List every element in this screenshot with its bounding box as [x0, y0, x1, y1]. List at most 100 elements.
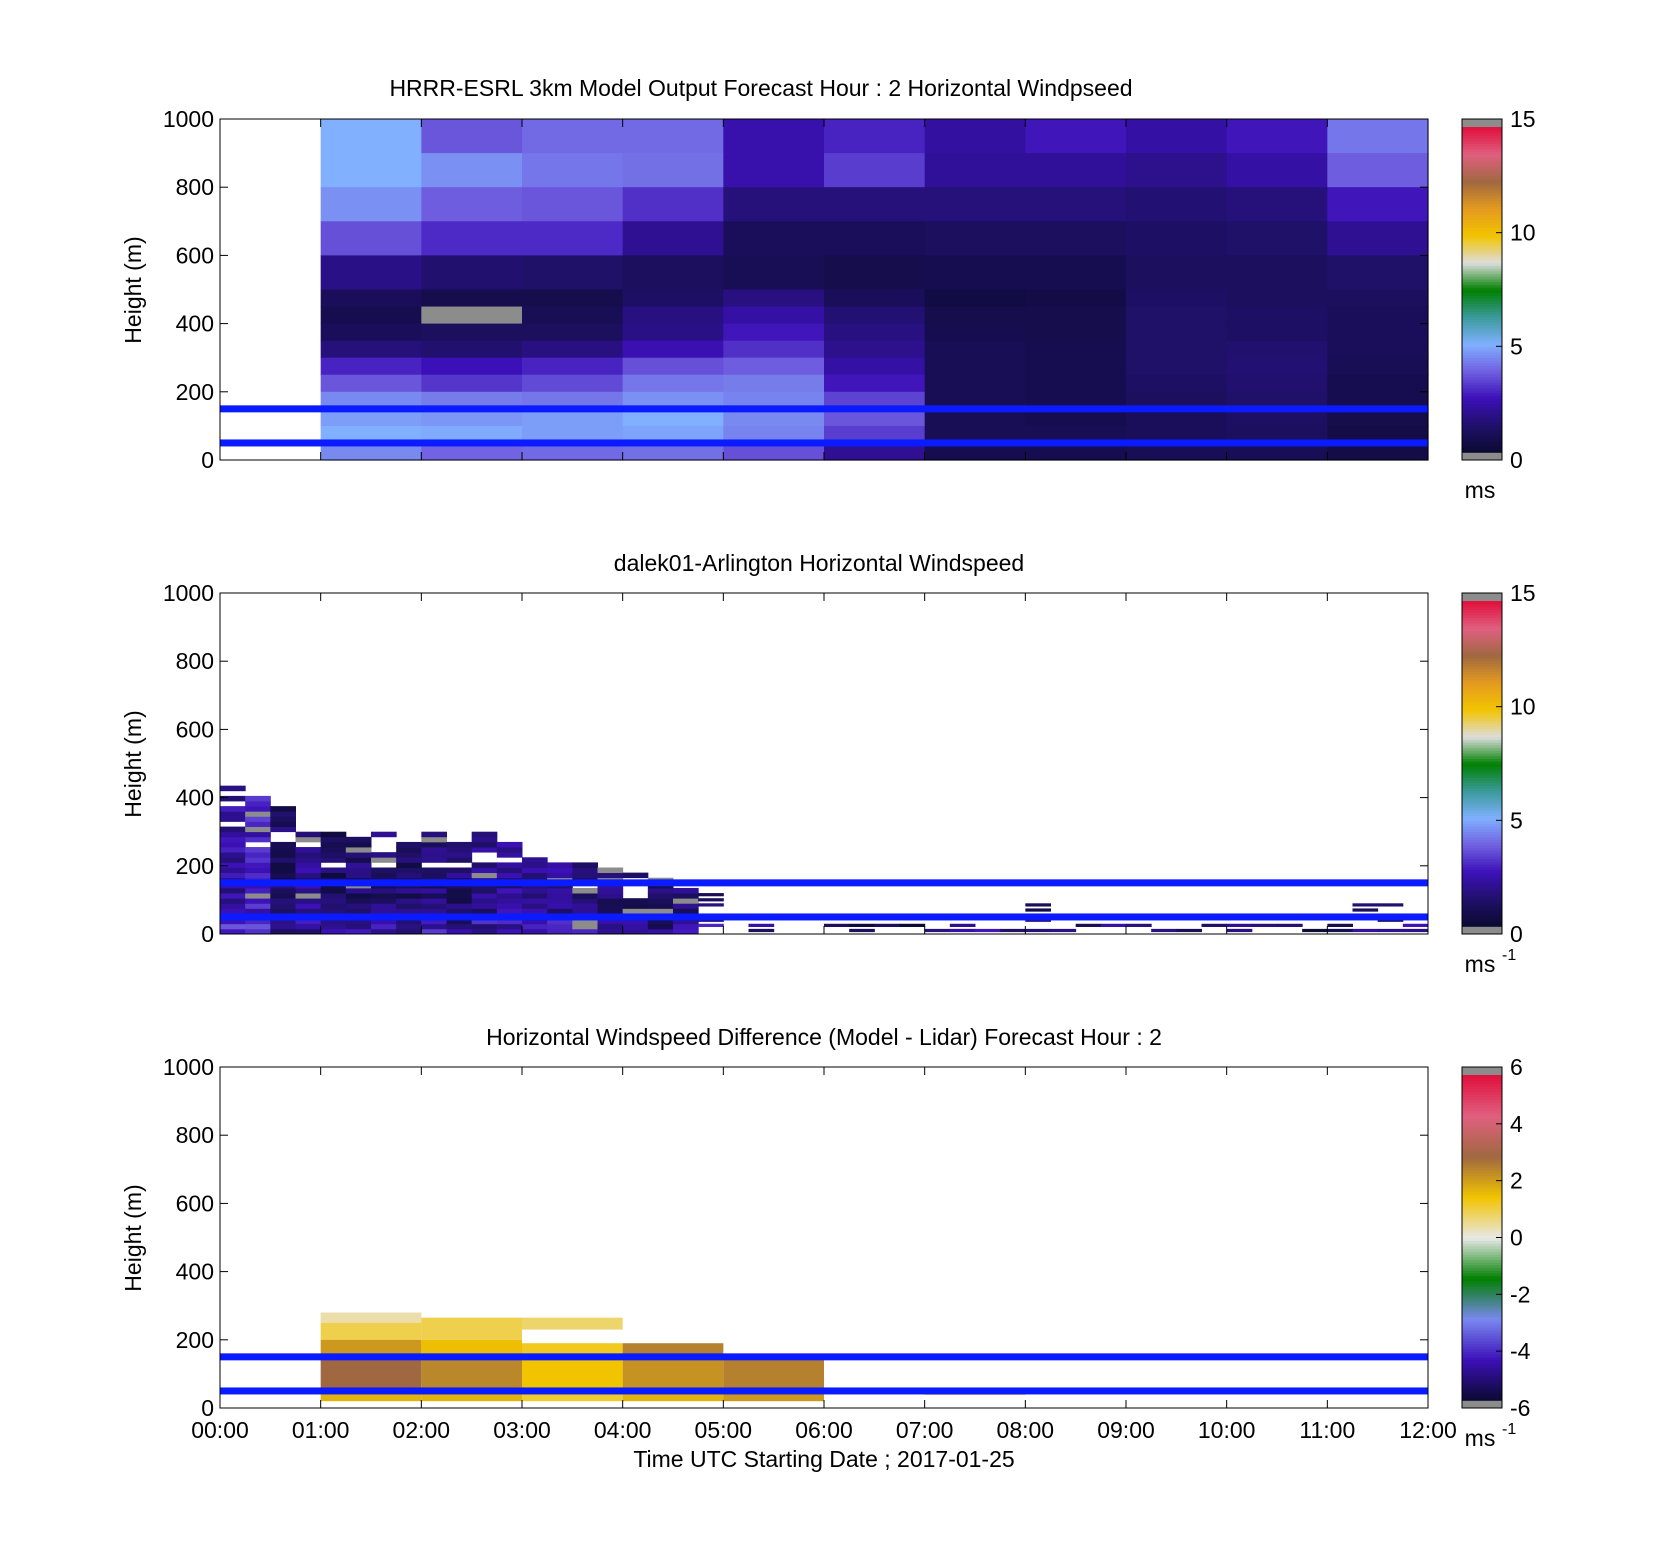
colorbar-segment: [1462, 601, 1502, 605]
lidar-cell: [496, 908, 523, 914]
colorbar-segment: [1462, 227, 1502, 231]
lidar-cell: [421, 893, 447, 899]
colorbar-tick-label: 4: [1510, 1111, 1523, 1137]
model-heatmap-cells: [320, 119, 1429, 461]
colorbar-segment: [1462, 316, 1502, 321]
heatmap-cell: [1327, 323, 1429, 342]
colorbar-segment: [1462, 1129, 1502, 1133]
colorbar-segment: [1462, 1370, 1502, 1374]
colorbar-segment: [1462, 609, 1502, 613]
lidar-cell: [270, 918, 296, 925]
colorbar-segment: [1462, 294, 1502, 299]
colorbar-segment: [1462, 303, 1502, 307]
heatmap-cell: [1025, 340, 1127, 359]
heatmap-cell: [723, 391, 825, 410]
heatmap-cell: [824, 323, 926, 342]
colorbar-segment: [1462, 1121, 1502, 1125]
lidar-cell: [245, 811, 271, 817]
lidar-cell: [496, 893, 523, 899]
colorbar-segment: [1462, 847, 1502, 851]
colorbar-segment: [1462, 793, 1502, 797]
lidar-cell: [547, 923, 573, 930]
colorbar-segment: [1462, 416, 1502, 421]
colorbar-segment: [1462, 1110, 1502, 1114]
colorbar-segment: [1462, 896, 1502, 900]
colorbar-segment: [1462, 1326, 1502, 1331]
colorbar-segment: [1462, 1294, 1502, 1298]
difference-reference-lines: [220, 1353, 1428, 1395]
heatmap-cell: [924, 340, 1026, 359]
colorbar-segment: [1462, 284, 1502, 288]
heatmap-cell: [1327, 357, 1429, 376]
y-tick-label: 400: [176, 311, 214, 337]
heatmap-cell: [824, 408, 926, 427]
colorbar-segment: [1462, 200, 1502, 204]
colorbar-segment: [1462, 1172, 1502, 1177]
colorbar-segment: [1462, 140, 1502, 145]
lidar-cell: [295, 918, 322, 925]
lidar-cell: [547, 903, 573, 909]
colorbar-segment: [1462, 300, 1502, 304]
colorbar-segment: [1462, 712, 1502, 716]
lidar-cell: [572, 918, 598, 925]
colorbar-segment: [1462, 912, 1502, 916]
lidar-cell: [572, 898, 598, 904]
colorbar-segment: [1462, 259, 1502, 264]
colorbar-segment: [1462, 888, 1502, 892]
colorbar-segment: [1462, 378, 1502, 383]
lidar-cell: [245, 826, 271, 833]
lidar-cell: [245, 806, 271, 812]
heatmap-cell: [1025, 306, 1127, 325]
x-tick-label: 10:00: [1198, 1417, 1256, 1443]
colorbar-segment: [1462, 183, 1502, 188]
heatmap-cell: [1126, 374, 1228, 393]
lidar-cell: [270, 847, 296, 853]
lidar-cell: [421, 887, 447, 894]
lidar-cell: [396, 923, 422, 930]
lidar-axis-ticks: 0 200 400 600 800 1000: [163, 580, 1429, 947]
y-tick-label: 200: [176, 379, 214, 405]
heatmap-cell: [924, 442, 1026, 461]
colorbar-segment: [1462, 861, 1502, 865]
difference-cell: [622, 1390, 724, 1402]
lidar-cell: [320, 893, 347, 899]
heatmap-cell: [320, 357, 422, 376]
heatmap-cell: [723, 255, 825, 291]
heatmap-cell: [1327, 289, 1429, 308]
heatmap-cell: [522, 119, 624, 154]
colorbar-tick-label: 0: [1510, 921, 1523, 947]
lidar-cell: [1025, 928, 1051, 933]
lidar-cell: [295, 857, 322, 863]
lidar-cell: [245, 821, 271, 827]
colorbar-segment: [1462, 787, 1502, 792]
colorbar-segment: [1462, 652, 1502, 656]
heatmap-cell: [1126, 289, 1228, 308]
colorbar-segment: [1462, 178, 1502, 182]
lidar-cell: [698, 903, 724, 907]
lidar-cell: [295, 908, 322, 914]
colorbar-segment: [1462, 606, 1502, 610]
colorbar-segment: [1462, 357, 1502, 361]
colorbar-segment: [1462, 159, 1502, 164]
lidar-cell: [1151, 928, 1177, 933]
lidar-cell: [345, 841, 372, 848]
lidar-cell: [320, 928, 347, 935]
colorbar-segment: [1462, 695, 1502, 700]
colorbar-segment: [1462, 628, 1502, 632]
colorbar-segment: [1462, 1299, 1502, 1304]
colorbar-segment: [1462, 1156, 1502, 1160]
model-ylabel: Height (m): [120, 236, 146, 343]
colorbar-segment: [1462, 874, 1502, 879]
lidar-cell: [421, 841, 447, 848]
lidar-cell: [295, 852, 322, 858]
lidar-cell: [320, 847, 347, 853]
colorbar-segment: [1462, 907, 1502, 911]
lidar-cell: [547, 872, 573, 879]
lidar-cell: [245, 847, 271, 853]
colorbar-segment: [1462, 173, 1502, 177]
heatmap-cell: [924, 425, 1026, 444]
x-tick-label: 01:00: [292, 1417, 350, 1443]
colorbar-segment: [1462, 801, 1502, 805]
colorbar-segment: [1462, 1123, 1502, 1128]
colorbar-segment: [1462, 1191, 1502, 1195]
